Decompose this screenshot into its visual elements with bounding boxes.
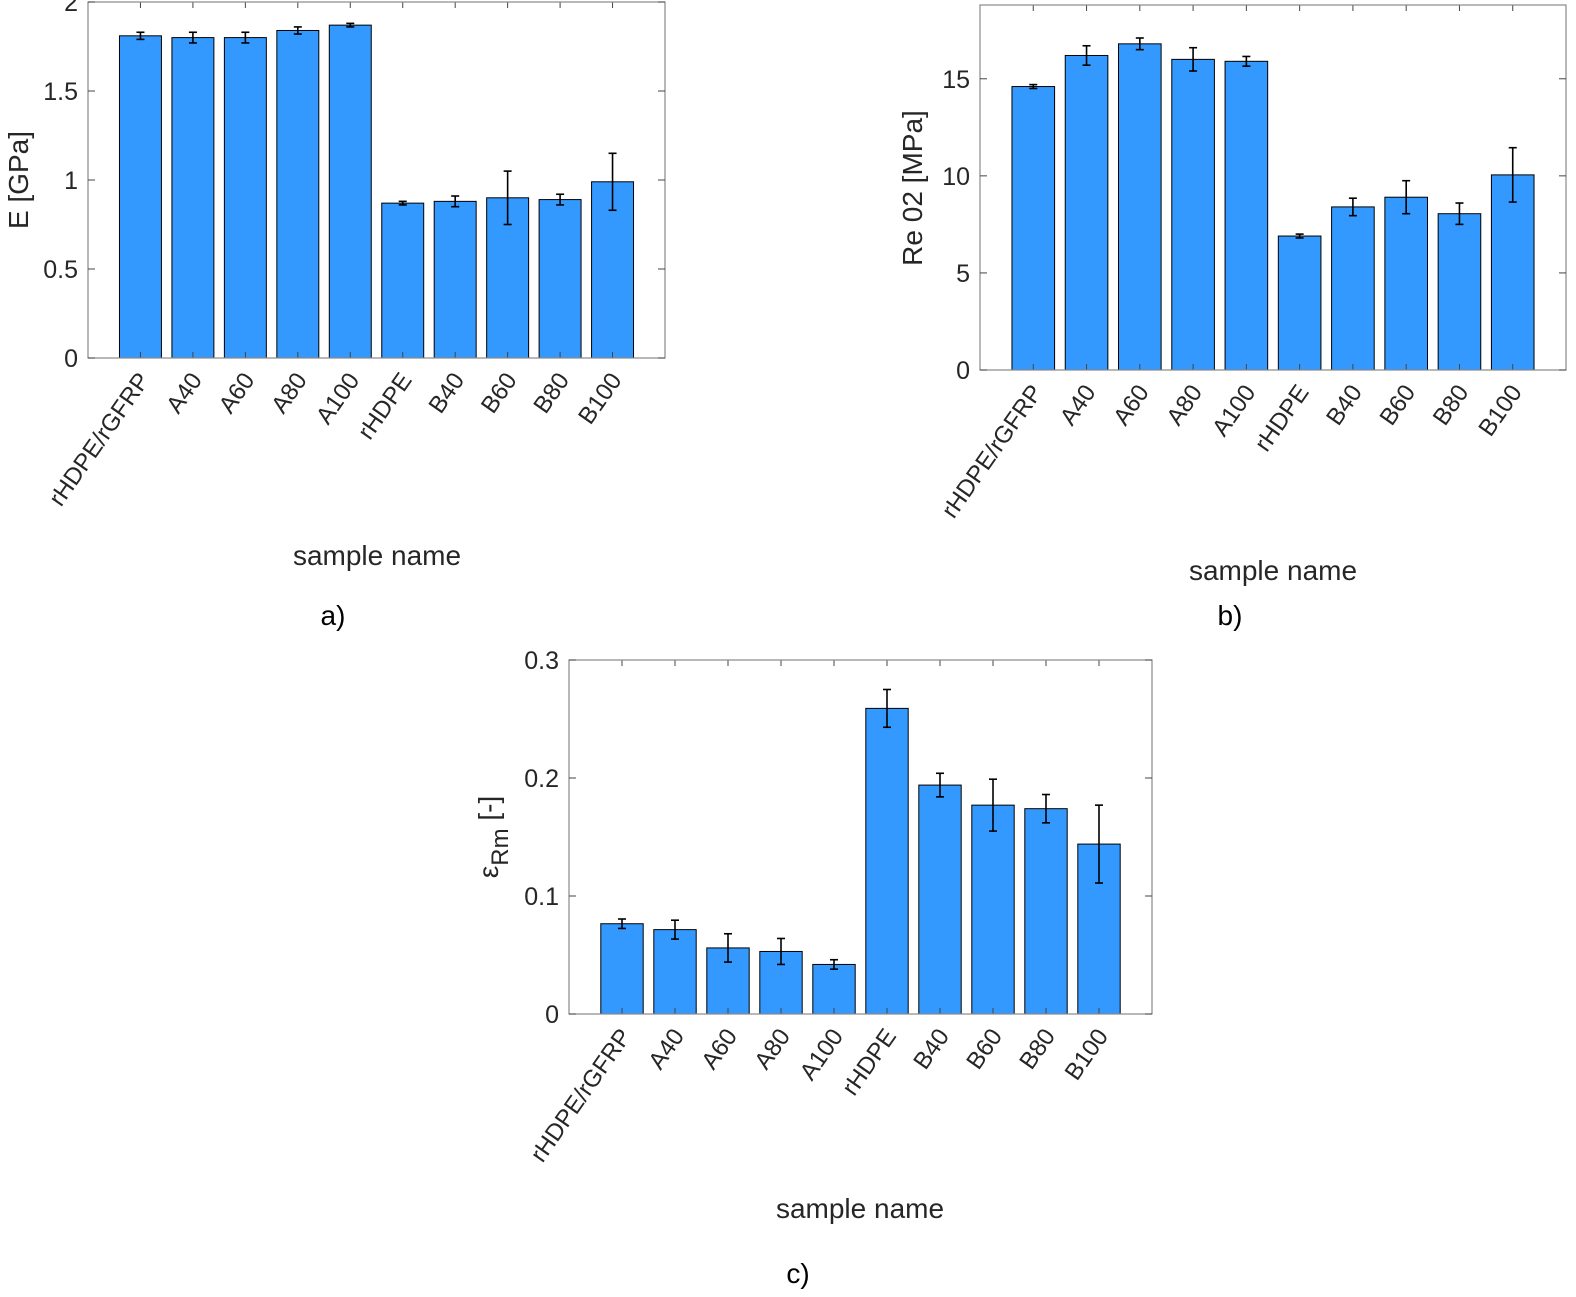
bar bbox=[1171, 58, 1215, 371]
bar bbox=[971, 804, 1015, 1015]
y-tick-label: 10 bbox=[942, 163, 970, 191]
bar bbox=[865, 707, 909, 1015]
panel-label: c) bbox=[786, 1258, 809, 1289]
axes-box bbox=[568, 659, 1153, 1015]
bar bbox=[918, 784, 962, 1015]
x-tick-label: rHDPE bbox=[353, 368, 418, 445]
bar bbox=[1490, 174, 1535, 371]
x-axis-label: sample name bbox=[776, 1193, 944, 1224]
x-tick-label: A60 bbox=[696, 1024, 743, 1074]
x-tick-label: B60 bbox=[961, 1024, 1008, 1074]
y-axis-label-unit: [-] bbox=[473, 796, 504, 829]
y-tick-label: 0 bbox=[956, 357, 970, 385]
y-axis-label-subscript: Rm bbox=[487, 828, 514, 865]
x-tick-label: B40 bbox=[423, 368, 470, 418]
x-tick-label: B80 bbox=[528, 368, 575, 418]
axes-box bbox=[979, 4, 1567, 371]
x-tick-label: B100 bbox=[1473, 380, 1527, 441]
x-tick-label: B100 bbox=[573, 368, 627, 429]
y-axis-label: E [GPa] bbox=[3, 131, 34, 229]
bar bbox=[1384, 196, 1428, 371]
y-tick-label: 0.1 bbox=[524, 883, 559, 911]
y-axis-label-main: ε bbox=[473, 866, 504, 878]
x-tick-label: A100 bbox=[1207, 380, 1261, 441]
x-tick-label: B60 bbox=[1374, 380, 1421, 430]
x-tick-label: B60 bbox=[476, 368, 523, 418]
x-tick-label: B40 bbox=[1321, 380, 1368, 430]
bar bbox=[1331, 206, 1375, 371]
bar bbox=[1011, 86, 1056, 371]
x-axis-label: sample name bbox=[293, 540, 461, 571]
x-tick-label: A80 bbox=[266, 368, 313, 418]
y-tick-label: 0 bbox=[64, 345, 78, 373]
x-tick-label: rHDPE/rGFRP bbox=[525, 1024, 637, 1167]
panel-label: a) bbox=[321, 600, 346, 631]
bar bbox=[1024, 808, 1068, 1015]
y-tick-label: 5 bbox=[956, 260, 970, 288]
bar bbox=[653, 929, 697, 1015]
bar bbox=[1277, 235, 1322, 371]
y-tick-label: 0.5 bbox=[43, 256, 78, 284]
y-axis-label: Re 02 [MPa] bbox=[897, 110, 928, 266]
bar bbox=[538, 199, 582, 359]
x-tick-label: A60 bbox=[214, 368, 261, 418]
y-axis-label-main: E [GPa] bbox=[3, 131, 34, 229]
y-tick-label: 1.5 bbox=[43, 78, 78, 106]
bar bbox=[433, 200, 477, 359]
y-tick-label: 2 bbox=[64, 0, 78, 17]
bar bbox=[328, 24, 372, 359]
bar bbox=[1437, 213, 1482, 371]
bar bbox=[381, 202, 425, 359]
y-tick-label: 0.3 bbox=[524, 647, 559, 675]
bar bbox=[1224, 60, 1269, 371]
bar bbox=[1118, 43, 1162, 371]
x-tick-label: rHDPE/rGFRP bbox=[937, 380, 1049, 523]
x-tick-label: rHDPE bbox=[837, 1024, 902, 1101]
y-tick-label: 0 bbox=[545, 1001, 559, 1029]
x-tick-label: A80 bbox=[749, 1024, 796, 1074]
bar bbox=[1064, 54, 1109, 371]
bar bbox=[600, 923, 644, 1015]
x-tick-label: A40 bbox=[1055, 380, 1102, 430]
bar bbox=[276, 29, 320, 359]
bar bbox=[118, 35, 162, 359]
bar bbox=[223, 37, 267, 359]
x-tick-label: A100 bbox=[795, 1024, 849, 1085]
x-tick-label: B40 bbox=[908, 1024, 955, 1074]
x-tick-label: A100 bbox=[311, 368, 365, 429]
y-axis-label: εRm [-] bbox=[473, 796, 514, 878]
y-axis-label-main: Re 02 [MPa] bbox=[897, 110, 928, 266]
bar bbox=[591, 181, 635, 359]
x-tick-label: B80 bbox=[1428, 380, 1475, 430]
x-tick-label: B100 bbox=[1060, 1024, 1114, 1085]
x-tick-label: A60 bbox=[1108, 380, 1155, 430]
x-tick-label: rHDPE/rGFRP bbox=[44, 368, 156, 511]
x-tick-label: B80 bbox=[1014, 1024, 1061, 1074]
x-tick-label: A40 bbox=[643, 1024, 690, 1074]
x-axis-label: sample name bbox=[1189, 555, 1357, 586]
x-tick-label: A40 bbox=[161, 368, 208, 418]
bar bbox=[171, 37, 215, 359]
panel-label: b) bbox=[1218, 600, 1243, 631]
x-tick-label: A80 bbox=[1161, 380, 1208, 430]
y-tick-label: 0.2 bbox=[524, 765, 559, 793]
y-tick-label: 1 bbox=[64, 167, 78, 195]
y-tick-label: 15 bbox=[942, 66, 970, 94]
bar bbox=[812, 963, 856, 1015]
x-tick-label: rHDPE bbox=[1250, 380, 1315, 457]
